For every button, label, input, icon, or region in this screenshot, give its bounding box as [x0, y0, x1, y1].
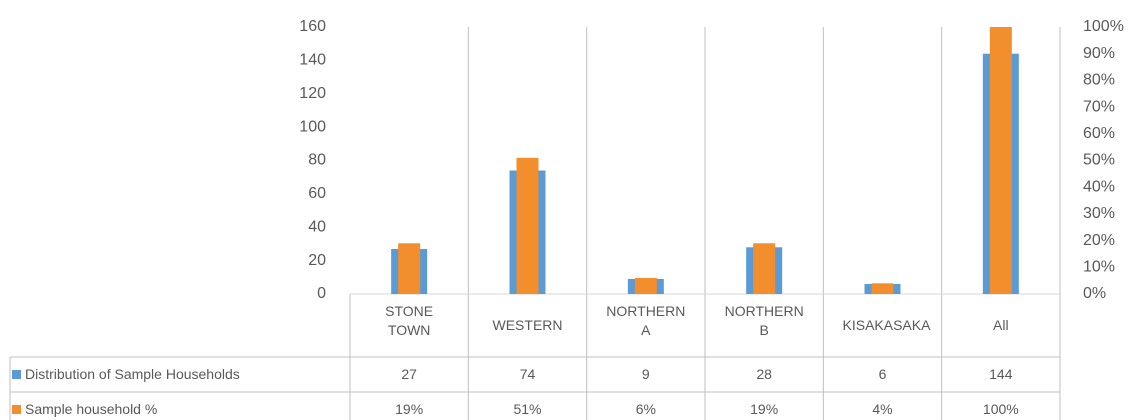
y-tick-label: 100 [299, 118, 326, 135]
y2-tick-label: 90% [1083, 45, 1115, 62]
y2-tick-label: 60% [1083, 125, 1115, 142]
x-tick-label: NORTHERN B [724, 303, 804, 338]
table-cell: 19% [750, 401, 779, 417]
bar [398, 243, 421, 294]
table-cell: 9 [641, 365, 650, 382]
x-tick-label: All [993, 317, 1009, 333]
x-tick-label: STONE TOWN [385, 303, 434, 338]
x-tick-label: NORTHERN A [606, 303, 686, 338]
y-tick-label: 140 [299, 52, 326, 69]
legend-key [12, 405, 21, 414]
y-tick-label: 120 [299, 85, 326, 102]
y-tick-label: 60 [308, 185, 326, 202]
y2-tick-label: 40% [1083, 178, 1115, 195]
bar [753, 243, 776, 294]
table-cell: 28 [756, 365, 772, 382]
bar [634, 277, 657, 294]
legend-entry: Distribution of Sample Households [12, 366, 240, 382]
bar [516, 157, 539, 294]
legend-label: Sample household % [25, 401, 158, 417]
table-cell: 100% [982, 401, 1019, 417]
y-tick-label: 20 [308, 252, 326, 269]
bar [989, 27, 1012, 294]
y2-tick-label: 80% [1083, 72, 1115, 89]
y2-tick-label: 100% [1083, 18, 1124, 35]
table-cell: 74 [519, 365, 536, 382]
y2-tick-label: 0% [1083, 285, 1106, 302]
x-tick-label: WESTERN [492, 317, 563, 333]
y-tick-label: 40 [308, 218, 326, 235]
table-cell: 51% [513, 401, 542, 417]
table-cell: 6% [635, 401, 656, 417]
y2-tick-label: 30% [1083, 205, 1115, 222]
table-cell: 4% [872, 401, 893, 417]
legend-label: Distribution of Sample Households [25, 365, 240, 382]
y-tick-label: 0 [317, 285, 326, 302]
table-cell: 27 [401, 365, 417, 382]
y2-tick-label: 10% [1083, 259, 1115, 276]
x-tick-label: KISAKASAKA [842, 317, 931, 333]
legend-key [12, 369, 21, 379]
legend-entry: Sample household % [12, 401, 157, 417]
y-tick-label: 160 [299, 18, 326, 35]
table-cell: 6 [878, 365, 887, 382]
table-cell: 144 [989, 365, 1013, 382]
y2-tick-label: 20% [1083, 232, 1115, 249]
y2-tick-label: 50% [1083, 152, 1115, 169]
y-tick-label: 80 [308, 152, 326, 169]
bar [871, 283, 894, 294]
y2-tick-label: 70% [1083, 98, 1115, 115]
table-cell: 19% [395, 401, 424, 417]
